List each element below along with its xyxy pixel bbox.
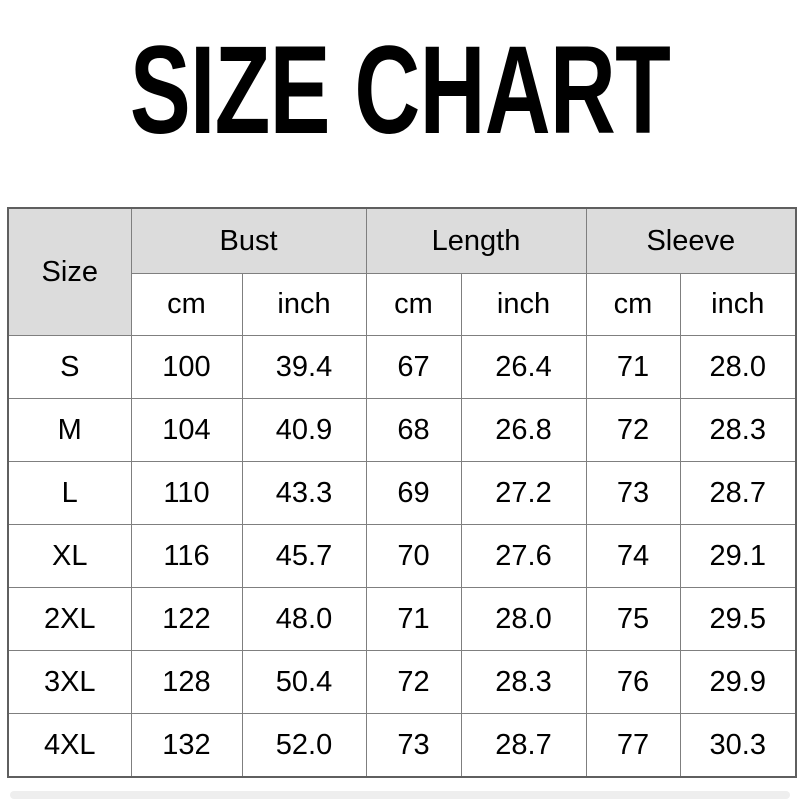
table-row: 4XL 132 52.0 73 28.7 77 30.3 [7,713,797,778]
table-row: M 104 40.9 68 26.8 72 28.3 [7,398,797,462]
sleeve-cm-header: cm [585,273,681,336]
value-cell: 39.4 [241,335,367,399]
value-cell: 52.0 [241,713,367,778]
bust-inch-header: inch [241,273,367,336]
value-cell: 75 [585,587,681,651]
value-cell: 72 [585,398,681,462]
value-cell: 74 [585,524,681,588]
length-inch-header: inch [460,273,587,336]
value-cell: 71 [365,587,462,651]
value-cell: 30.3 [679,713,797,778]
value-cell: 128 [130,650,243,714]
value-cell: 70 [365,524,462,588]
value-cell: 73 [365,713,462,778]
size-cell: L [7,461,132,525]
sleeve-group-header: Sleeve [585,207,797,274]
value-cell: 116 [130,524,243,588]
group-header-row: Size Bust Length Sleeve [7,207,797,336]
value-cell: 76 [585,650,681,714]
value-cell: 110 [130,461,243,525]
table-row: L 110 43.3 69 27.2 73 28.7 [7,461,797,525]
value-cell: 67 [365,335,462,399]
size-chart-table: Size Bust Length Sleeve cm inch cm inch … [7,207,798,778]
value-cell: 26.4 [460,335,587,399]
value-cell: 29.9 [679,650,797,714]
bust-cm-header: cm [130,273,243,336]
table-row: S 100 39.4 67 26.4 71 28.0 [7,335,797,399]
value-cell: 29.5 [679,587,797,651]
table-row: XL 116 45.7 70 27.6 74 29.1 [7,524,797,588]
value-cell: 40.9 [241,398,367,462]
value-cell: 29.1 [679,524,797,588]
value-cell: 68 [365,398,462,462]
value-cell: 71 [585,335,681,399]
value-cell: 132 [130,713,243,778]
value-cell: 43.3 [241,461,367,525]
size-cell: XL [7,524,132,588]
size-cell: S [7,335,132,399]
table-header: Size Bust Length Sleeve cm inch cm inch … [7,207,797,336]
table-row: 3XL 128 50.4 72 28.3 76 29.9 [7,650,797,714]
length-group-header: Length [365,207,587,274]
value-cell: 28.3 [460,650,587,714]
size-cell: 2XL [7,587,132,651]
sleeve-inch-header: inch [679,273,797,336]
value-cell: 26.8 [460,398,587,462]
value-cell: 122 [130,587,243,651]
size-cell: 4XL [7,713,132,778]
value-cell: 48.0 [241,587,367,651]
value-cell: 77 [585,713,681,778]
value-cell: 104 [130,398,243,462]
value-cell: 27.6 [460,524,587,588]
page-title: SIZE CHART [129,21,671,160]
value-cell: 28.7 [460,713,587,778]
value-cell: 45.7 [241,524,367,588]
value-cell: 28.0 [679,335,797,399]
size-chart-body: S 100 39.4 67 26.4 71 28.0 M 104 40.9 68 26.8 72 28.3… [7,335,797,778]
value-cell: 28.3 [679,398,797,462]
size-column-header: Size [7,207,132,336]
table-row: 2XL 122 48.0 71 28.0 75 29.5 [7,587,797,651]
size-cell: 3XL [7,650,132,714]
value-cell: 28.7 [679,461,797,525]
value-cell: 50.4 [241,650,367,714]
size-cell: M [7,398,132,462]
bust-group-header: Bust [130,207,367,274]
title-container: SIZE CHART [0,28,800,153]
value-cell: 72 [365,650,462,714]
value-cell: 100 [130,335,243,399]
bottom-divider [10,791,790,799]
length-cm-header: cm [365,273,462,336]
value-cell: 27.2 [460,461,587,525]
value-cell: 28.0 [460,587,587,651]
value-cell: 69 [365,461,462,525]
value-cell: 73 [585,461,681,525]
unit-header-row: cm inch cm inch cm inch [8,273,797,336]
